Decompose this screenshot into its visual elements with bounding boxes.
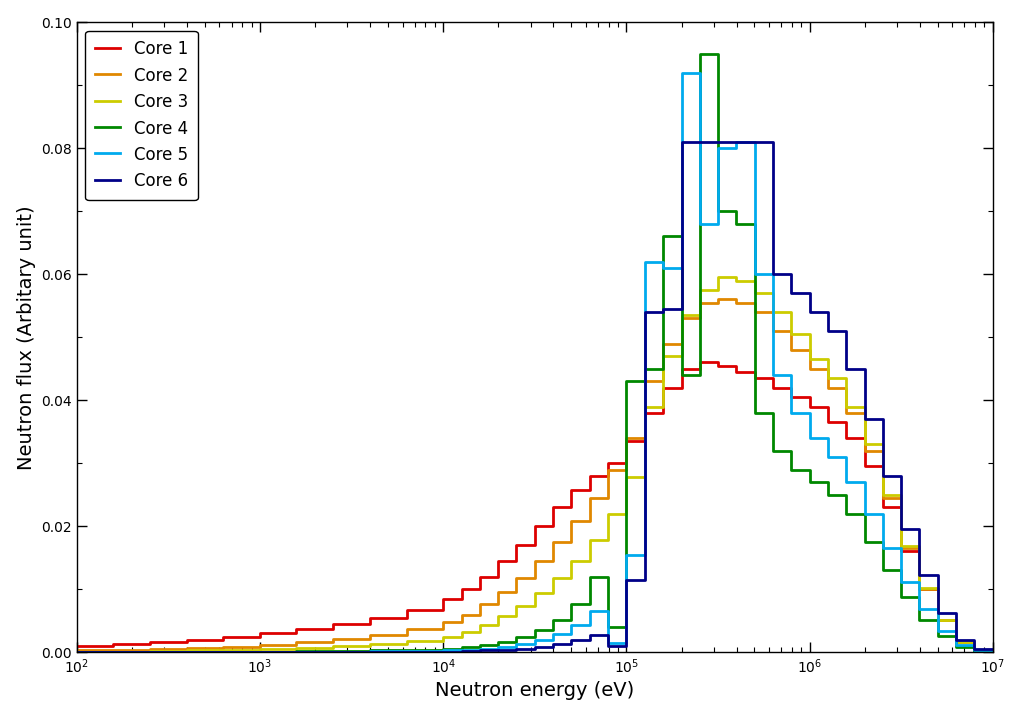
Core 2 (694, 314, 706, 323)
Core 4 (694, 49, 706, 58)
Core 4 (711, 49, 724, 58)
Core 1 (694, 364, 706, 373)
Core 6 (71, 647, 83, 656)
Line: Core 1: Core 1 (77, 363, 992, 650)
Core 1 (914, 547, 926, 556)
Core 5 (584, 620, 596, 629)
Core 1 (986, 645, 998, 654)
Core 4 (71, 647, 83, 656)
Core 3 (711, 273, 724, 282)
Core 1 (730, 368, 742, 376)
Core 6 (730, 138, 742, 146)
Core 4 (914, 592, 926, 601)
Core 1 (71, 642, 83, 650)
Core 5 (986, 646, 998, 655)
Core 5 (914, 577, 926, 586)
Core 4 (766, 409, 779, 417)
Core 1 (968, 645, 980, 654)
Core 2 (914, 544, 926, 553)
Core 3 (694, 311, 706, 320)
Core 3 (584, 556, 596, 565)
Y-axis label: Neutron flux (Arbitary unit): Neutron flux (Arbitary unit) (16, 205, 36, 470)
Core 5 (71, 647, 83, 656)
Core 1 (694, 358, 706, 367)
Core 6 (676, 138, 688, 146)
Core 2 (986, 645, 998, 654)
Core 4 (986, 647, 998, 655)
Core 6 (914, 525, 926, 533)
Core 4 (584, 600, 596, 609)
Core 4 (694, 371, 706, 379)
Line: Core 6: Core 6 (77, 142, 992, 652)
Core 6 (694, 138, 706, 146)
Legend: Core 1, Core 2, Core 3, Core 4, Core 5, Core 6: Core 1, Core 2, Core 3, Core 4, Core 5, … (85, 31, 197, 200)
Core 5 (676, 68, 688, 77)
Line: Core 3: Core 3 (77, 277, 992, 652)
Core 1 (584, 485, 596, 494)
Line: Core 2: Core 2 (77, 300, 992, 650)
X-axis label: Neutron energy (eV): Neutron energy (eV) (435, 681, 635, 701)
Core 2 (584, 517, 596, 526)
Core 5 (730, 138, 742, 146)
Core 6 (584, 636, 596, 645)
Core 1 (711, 358, 724, 367)
Core 6 (766, 138, 779, 146)
Line: Core 5: Core 5 (77, 72, 992, 652)
Core 2 (694, 298, 706, 307)
Core 3 (914, 542, 926, 551)
Core 3 (694, 285, 706, 294)
Core 5 (694, 219, 706, 228)
Core 5 (766, 270, 779, 278)
Core 2 (711, 295, 724, 304)
Core 3 (730, 276, 742, 285)
Core 3 (986, 645, 998, 654)
Core 6 (711, 138, 724, 146)
Core 5 (711, 219, 724, 228)
Core 3 (71, 647, 83, 656)
Core 6 (986, 645, 998, 653)
Core 3 (766, 289, 779, 298)
Core 1 (766, 374, 779, 382)
Core 2 (730, 298, 742, 307)
Core 2 (766, 308, 779, 316)
Line: Core 4: Core 4 (77, 54, 992, 652)
Core 4 (730, 219, 742, 228)
Core 2 (71, 646, 83, 655)
